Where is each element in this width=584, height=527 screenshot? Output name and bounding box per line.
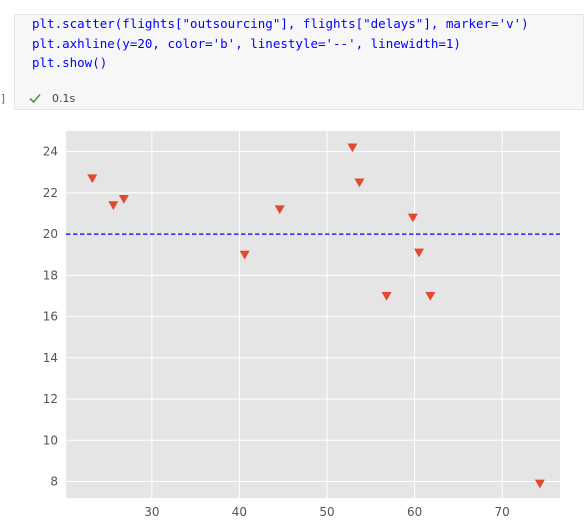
y-tick-label: 16 — [43, 310, 58, 324]
execution-status: 0.1s — [28, 91, 75, 105]
code-line-2: plt.axhline(y=20, color='b', linestyle='… — [32, 35, 461, 51]
data-point — [354, 178, 365, 188]
data-point — [407, 213, 418, 223]
execution-count: ] — [0, 92, 7, 105]
code-cell[interactable] — [14, 14, 584, 110]
x-tick-label: 30 — [144, 505, 159, 519]
check-icon — [29, 93, 41, 104]
x-axis-ticks: 30 40 50 60 70 — [144, 505, 510, 519]
y-tick-label: 12 — [43, 392, 58, 406]
code-editor[interactable]: plt.scatter(flights["outsourcing"], flig… — [32, 14, 529, 73]
data-point — [274, 205, 285, 215]
x-tick-label: 60 — [407, 505, 422, 519]
code-line-1: plt.scatter(flights["outsourcing"], flig… — [32, 16, 529, 31]
data-point — [108, 201, 119, 210]
data-point — [347, 143, 358, 153]
grid-lines — [66, 131, 560, 498]
data-point — [425, 291, 436, 301]
data-point — [413, 248, 424, 258]
data-point — [381, 291, 392, 301]
data-point — [87, 174, 98, 184]
y-tick-label: 10 — [43, 433, 58, 447]
data-point — [239, 250, 250, 260]
data-point — [534, 479, 545, 489]
data-points — [87, 143, 545, 489]
y-tick-label: 14 — [43, 351, 58, 365]
y-axis-ticks: 8 10 12 14 16 18 20 22 24 — [43, 145, 58, 489]
y-tick-label: 8 — [50, 475, 58, 489]
y-tick-label: 22 — [43, 186, 58, 200]
y-tick-label: 20 — [43, 227, 58, 241]
code-line-3: plt.show() — [32, 55, 108, 70]
x-tick-label: 70 — [495, 505, 510, 519]
x-tick-label: 50 — [319, 505, 334, 519]
y-tick-label: 18 — [43, 268, 58, 282]
x-tick-label: 40 — [232, 505, 247, 519]
data-point — [118, 195, 129, 204]
y-tick-label: 24 — [43, 145, 58, 159]
plot-output: 30 40 50 60 70 8 10 12 14 16 18 20 22 24 — [0, 124, 584, 523]
execution-time: 0.1s — [52, 91, 76, 105]
scatter-chart: 30 40 50 60 70 8 10 12 14 16 18 20 22 24 — [43, 131, 560, 519]
plot-area — [66, 131, 560, 498]
